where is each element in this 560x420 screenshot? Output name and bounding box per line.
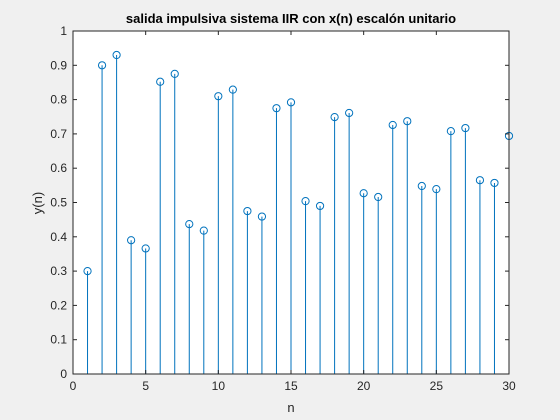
stem-marker bbox=[461, 123, 470, 133]
x-tick-label: 15 bbox=[284, 379, 298, 393]
stem-marker bbox=[83, 267, 92, 276]
y-tick-label: 0 bbox=[60, 367, 67, 381]
x-axis-label: n bbox=[287, 400, 294, 415]
stem-marker bbox=[432, 185, 441, 194]
x-tick-label: 5 bbox=[142, 379, 149, 393]
stem-marker bbox=[243, 206, 252, 216]
x-tick-label: 30 bbox=[502, 379, 516, 393]
stem-marker bbox=[315, 201, 325, 211]
stem-marker bbox=[345, 108, 354, 118]
y-axis-label: y(n) bbox=[30, 192, 45, 214]
stem-markers bbox=[83, 50, 514, 276]
stem-marker bbox=[403, 117, 412, 126]
stem-marker bbox=[417, 181, 426, 191]
stem-marker bbox=[112, 50, 121, 60]
stem-marker bbox=[228, 85, 237, 94]
stem-marker bbox=[257, 212, 267, 221]
x-tick-label: 25 bbox=[430, 379, 444, 393]
y-tick-label: 0.7 bbox=[50, 127, 67, 141]
x-tick-label: 20 bbox=[357, 379, 371, 393]
y-tick-label: 0.3 bbox=[50, 264, 67, 278]
y-tick-label: 1 bbox=[60, 24, 67, 38]
stem-marker bbox=[214, 92, 223, 101]
stem-marker bbox=[388, 120, 397, 130]
y-tick-label: 0.5 bbox=[50, 196, 67, 210]
chart-title: salida impulsiva sistema IIR con x(n) es… bbox=[126, 11, 456, 26]
y-tick-label: 0.2 bbox=[50, 298, 67, 312]
x-tick-label: 10 bbox=[212, 379, 226, 393]
y-tick-label: 0.4 bbox=[50, 230, 67, 244]
y-tick-label: 0.6 bbox=[50, 161, 67, 175]
y-tick-label: 0.9 bbox=[50, 58, 67, 72]
y-tick-label: 0.8 bbox=[50, 93, 67, 107]
stem-marker bbox=[490, 178, 499, 188]
stem-marker bbox=[272, 104, 281, 113]
stem-marker bbox=[359, 189, 368, 198]
stem-marker bbox=[301, 197, 310, 206]
stem-marker bbox=[374, 192, 383, 202]
stem-marker bbox=[127, 236, 136, 245]
stem-marker bbox=[156, 77, 165, 86]
stem-lines bbox=[87, 55, 510, 374]
x-tick-labels: 0 5 10 15 20 25 30 bbox=[70, 379, 516, 393]
stem-marker bbox=[141, 244, 150, 253]
stem-marker bbox=[475, 176, 485, 185]
stem-marker bbox=[170, 69, 179, 78]
y-tick-label: 0.1 bbox=[50, 333, 67, 347]
y-tick-labels: 0 0.1 0.2 0.3 0.4 0.5 0.6 0.7 0.8 0.9 1 bbox=[50, 24, 67, 381]
axes bbox=[72, 30, 510, 375]
stem-marker bbox=[286, 98, 296, 107]
stem-marker bbox=[446, 127, 455, 136]
stem-marker bbox=[185, 220, 194, 229]
stem-marker bbox=[199, 226, 208, 235]
x-tick-label: 0 bbox=[70, 379, 77, 393]
stem-marker bbox=[97, 61, 107, 70]
stem-marker bbox=[330, 112, 339, 122]
